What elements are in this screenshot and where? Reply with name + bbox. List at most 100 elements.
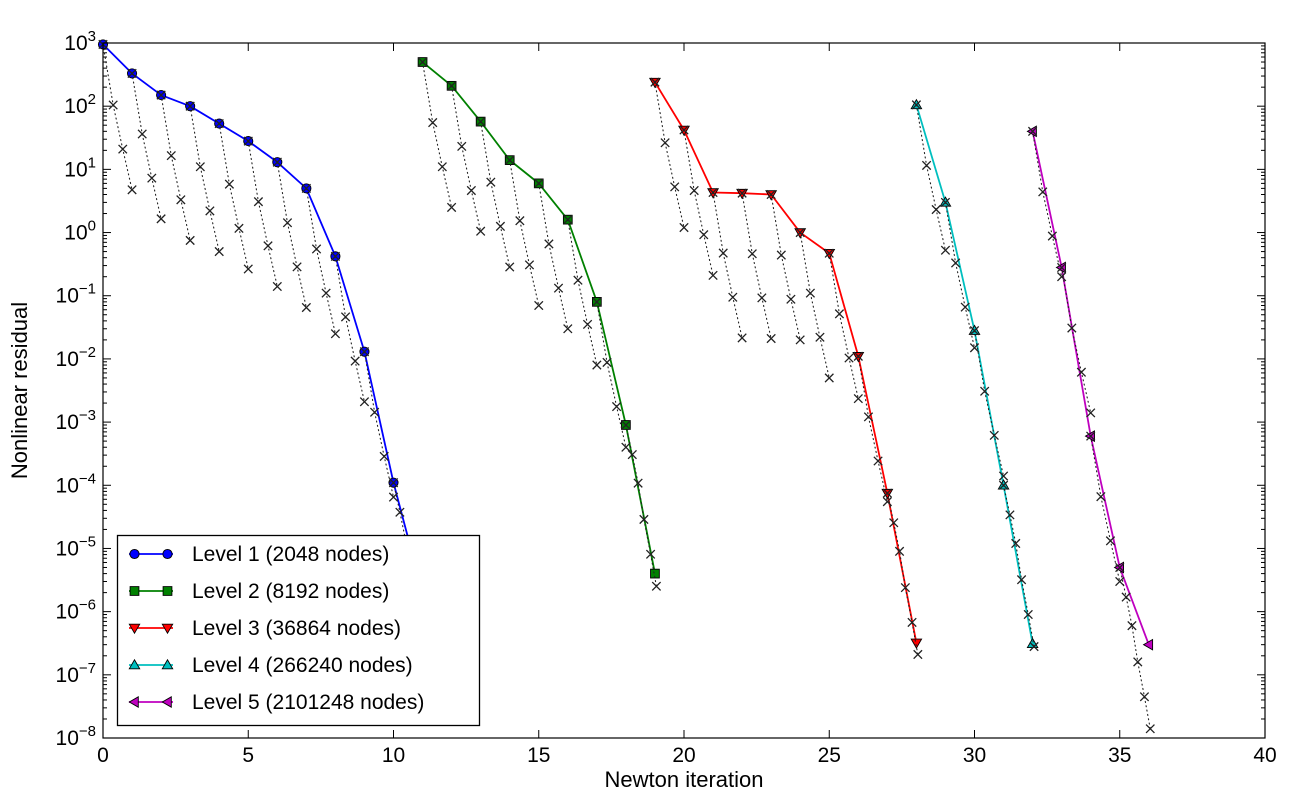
x-marker-icon — [282, 218, 293, 228]
linear-chain — [446, 81, 486, 236]
x-marker-icon — [156, 90, 166, 100]
legend-label: Level 3 (36864 nodes) — [192, 617, 401, 640]
y-axis-tick-label: 10−6 — [56, 597, 96, 624]
x-axis-tick-label: 15 — [527, 744, 550, 767]
x-marker-icon — [1139, 692, 1150, 702]
linear-chain-line — [276, 161, 307, 309]
x-marker-icon — [205, 206, 215, 216]
linear-chain-line — [1032, 130, 1063, 278]
x-marker-icon — [960, 302, 970, 312]
linear-chain — [882, 488, 923, 660]
x-axis-title: Newton iteration — [605, 767, 764, 792]
x-marker-icon — [679, 222, 689, 233]
x-marker-icon — [1115, 562, 1125, 573]
x-marker-icon — [214, 246, 224, 257]
linear-chain — [505, 155, 544, 311]
linear-chain-line — [770, 193, 801, 341]
x-marker-icon — [359, 347, 370, 357]
plot-frame — [102, 42, 1266, 739]
x-marker-icon — [176, 195, 186, 205]
linear-chain — [969, 325, 1009, 481]
x-marker-icon — [633, 478, 643, 488]
y-axis-tick-label: 10−5 — [56, 533, 96, 560]
x-marker-icon — [1011, 538, 1021, 549]
x-marker-icon — [379, 451, 389, 462]
y-axis-tick-label: 103 — [64, 28, 96, 55]
x-marker-icon — [446, 81, 457, 91]
linear-chain-line — [567, 219, 598, 366]
linear-chain — [795, 227, 834, 383]
x-marker-icon — [747, 249, 757, 259]
x-marker-icon — [534, 300, 544, 311]
legend-entry: Level 3 (36864 nodes) — [128, 617, 401, 640]
x-marker-icon — [795, 335, 805, 345]
linear-chain — [853, 351, 893, 507]
legend-entry: Level 2 (8192 nodes) — [129, 580, 389, 603]
x-marker-icon — [776, 250, 786, 260]
legend-box — [116, 534, 481, 727]
x-marker-icon — [475, 226, 486, 236]
x-marker-icon — [795, 227, 805, 238]
linear-chain-line — [973, 330, 1005, 477]
x-marker-icon — [882, 488, 893, 498]
legend-swatch-marker — [128, 658, 141, 670]
x-marker-icon — [621, 442, 631, 452]
legend-swatch-marker — [129, 586, 140, 596]
x-marker-icon — [650, 77, 660, 87]
linear-chain-line — [1002, 484, 1035, 648]
linear-chain — [301, 183, 341, 339]
x-axis-tick-label: 10 — [382, 744, 405, 767]
x-marker-icon — [553, 283, 564, 293]
x-marker-icon — [388, 492, 399, 502]
x-marker-icon — [446, 202, 457, 213]
x-marker-icon — [969, 325, 980, 336]
x-marker-icon — [921, 160, 932, 171]
y-axis-tick-label: 102 — [64, 91, 96, 118]
x-marker-icon — [301, 183, 312, 194]
x-marker-icon — [185, 235, 195, 246]
x-marker-icon — [699, 230, 709, 240]
x-marker-icon — [824, 248, 834, 258]
newton-point-marker — [1142, 638, 1154, 651]
y-axis-tick-label: 101 — [64, 154, 96, 181]
legend-label: Level 2 (8192 nodes) — [192, 580, 389, 603]
y-axis-tick-label: 10−1 — [56, 281, 96, 308]
x-marker-icon — [639, 514, 649, 525]
x-marker-icon — [651, 581, 662, 591]
linear-chain — [359, 347, 399, 502]
x-marker-icon — [786, 294, 796, 304]
linear-chain-line — [247, 140, 278, 288]
x-marker-icon — [108, 100, 118, 110]
legend-swatch-marker — [128, 623, 141, 635]
x-marker-icon — [900, 582, 911, 593]
linear-chain — [417, 57, 457, 213]
x-marker-icon — [505, 262, 515, 272]
x-marker-icon — [950, 258, 961, 268]
x-marker-icon — [457, 141, 467, 152]
linear-chain-line — [683, 129, 714, 276]
linear-chain-line — [741, 192, 772, 340]
linear-chain — [766, 189, 805, 345]
x-marker-icon — [350, 356, 360, 366]
x-marker-icon — [1056, 262, 1067, 273]
linear-chain — [127, 68, 166, 224]
linear-chain — [534, 178, 573, 334]
x-marker-icon — [253, 197, 264, 207]
legend-entry: Level 1 (2048 nodes) — [129, 543, 389, 566]
linear-chain — [272, 157, 312, 313]
x-marker-icon — [766, 333, 776, 344]
x-axis-tick-label: 30 — [963, 744, 986, 767]
linear-chain-line — [131, 72, 162, 220]
x-marker-icon — [940, 245, 951, 255]
x-marker-icon — [243, 264, 253, 274]
legend-swatch-marker — [162, 586, 173, 596]
x-marker-icon — [544, 239, 554, 249]
x-marker-icon — [708, 187, 718, 198]
newton-point-marker — [650, 568, 660, 579]
x-marker-icon — [766, 189, 776, 200]
linear-chain-line — [1119, 566, 1151, 730]
x-marker-icon — [1145, 724, 1155, 734]
linear-chain-line — [363, 351, 395, 498]
x-marker-icon — [395, 507, 405, 517]
